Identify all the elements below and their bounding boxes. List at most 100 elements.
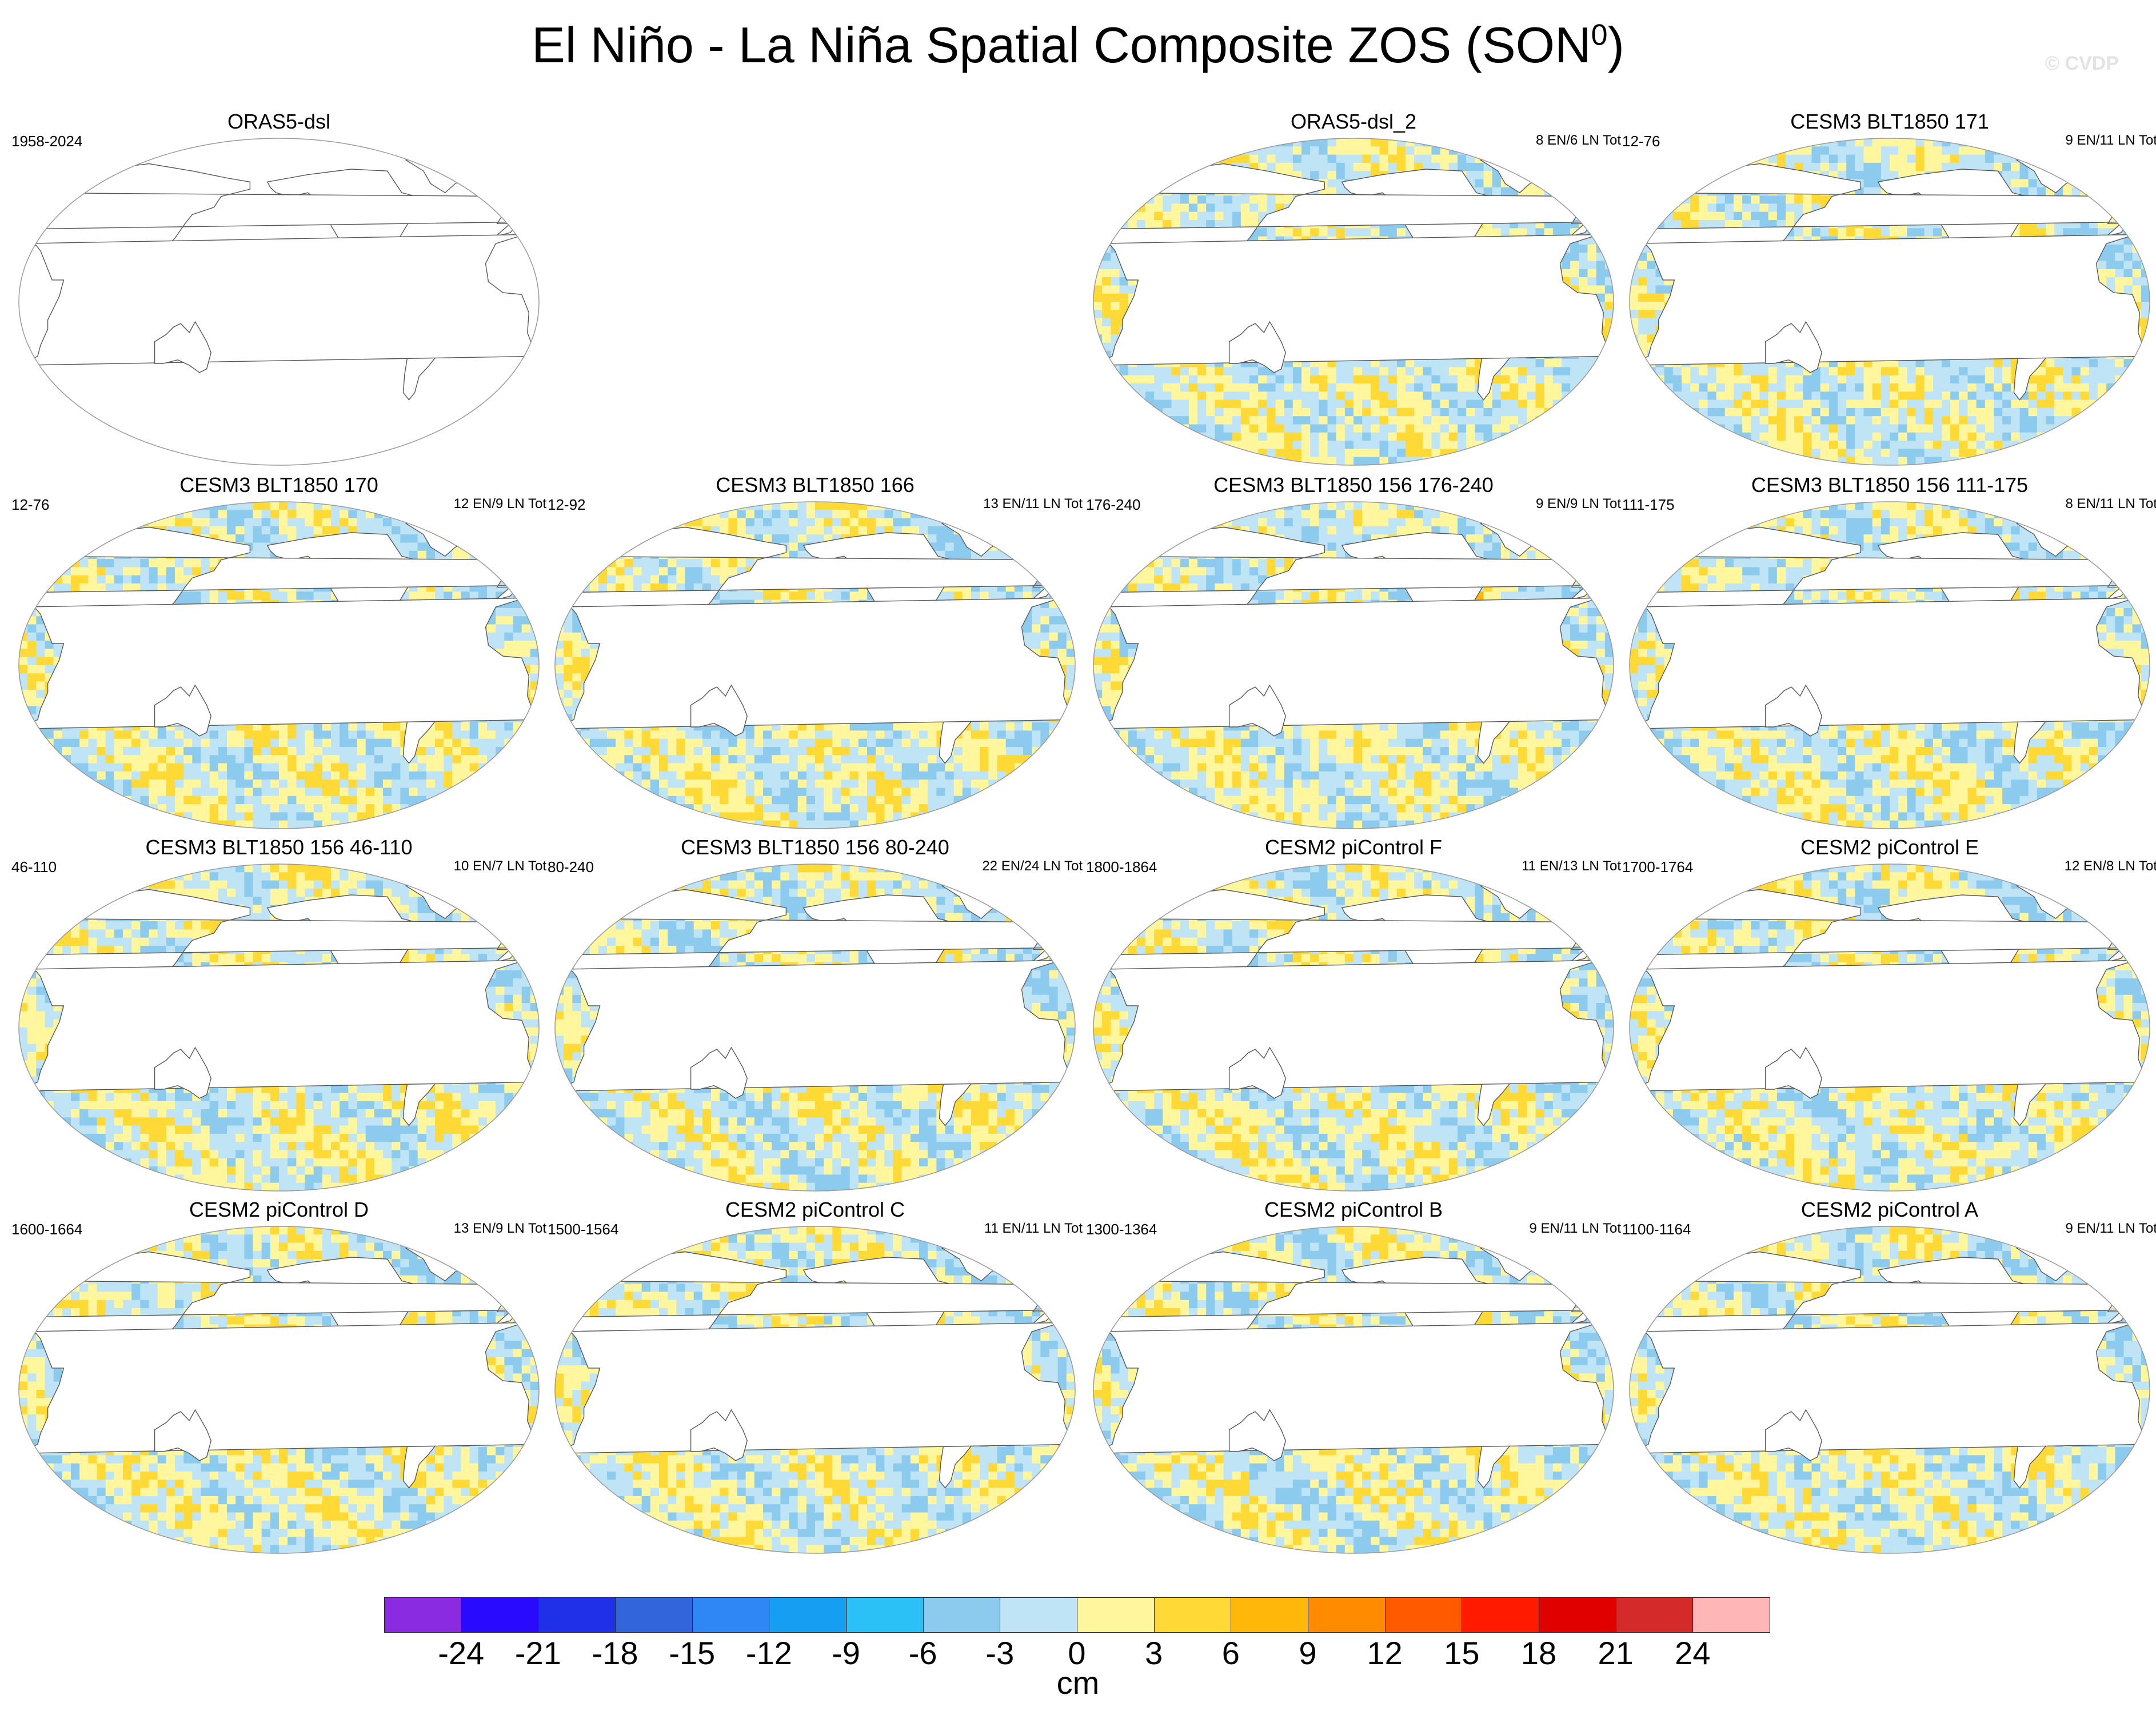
field-cell xyxy=(1950,424,1959,433)
field-cell xyxy=(253,518,262,527)
field-cell xyxy=(1967,399,1977,409)
field-cell xyxy=(1647,375,1656,384)
land-africa xyxy=(1093,234,1611,366)
field-cell xyxy=(2037,383,2046,392)
field-cell xyxy=(1647,457,1656,465)
field-cell xyxy=(1275,432,1285,441)
field-cell xyxy=(1724,399,1734,409)
field-cell xyxy=(1579,171,1588,180)
field-cell xyxy=(1093,367,1103,376)
field-cell xyxy=(1950,432,1959,441)
field-cell xyxy=(1362,359,1371,367)
field-cell xyxy=(1967,375,1977,384)
field-cell xyxy=(1354,162,1363,171)
field-cell xyxy=(2046,367,2055,376)
field-cell xyxy=(1803,138,1812,147)
field-cell xyxy=(1111,162,1120,171)
field-cell xyxy=(2080,416,2090,425)
field-cell xyxy=(1448,375,1458,384)
field-cell xyxy=(1284,457,1293,465)
field-cell xyxy=(348,510,358,519)
field-cell xyxy=(1527,228,1536,237)
field-cell xyxy=(1638,334,1647,343)
field-cell xyxy=(1985,154,1994,163)
field-cell xyxy=(1180,367,1189,376)
field-cell xyxy=(2019,424,2029,433)
field-cell xyxy=(1327,187,1337,196)
field-cell xyxy=(1950,375,1959,384)
field-cell xyxy=(1863,383,1873,392)
field-cell xyxy=(1466,138,1475,147)
field-cell xyxy=(1596,367,1606,376)
field-cell xyxy=(1751,432,1760,441)
field-cell xyxy=(1093,432,1103,441)
field-cell xyxy=(1102,244,1111,253)
field-cell xyxy=(1154,449,1163,458)
field-cell xyxy=(1863,146,1873,155)
field-cell xyxy=(1102,432,1111,441)
field-cell xyxy=(2106,253,2115,262)
field-cell xyxy=(1690,441,1699,449)
field-cell xyxy=(1527,359,1536,367)
field-cell xyxy=(19,518,28,527)
field-cell xyxy=(2115,457,2125,465)
field-cell xyxy=(1093,441,1103,449)
field-cell xyxy=(1275,441,1285,449)
field-cell xyxy=(1570,449,1579,458)
field-cell xyxy=(1431,457,1441,465)
field-cell xyxy=(227,502,236,510)
field-cell xyxy=(1500,424,1510,433)
field-cell xyxy=(2037,367,2046,376)
field-cell xyxy=(1292,441,1302,449)
field-cell xyxy=(1638,154,1647,163)
field-cell xyxy=(1119,171,1129,180)
field-cell xyxy=(1562,162,1571,171)
field-cell xyxy=(1128,154,1137,163)
field-cell xyxy=(1223,195,1233,204)
field-cell xyxy=(1759,220,1769,229)
field-cell xyxy=(1102,179,1111,188)
field-cell xyxy=(2115,211,2125,221)
field-cell xyxy=(1724,457,1734,465)
field-cell xyxy=(2141,302,2150,310)
field-cell xyxy=(1820,416,1830,425)
field-cell xyxy=(1562,407,1571,417)
field-cell xyxy=(1630,228,1639,237)
field-cell xyxy=(1638,432,1647,441)
field-cell xyxy=(1604,285,1614,294)
field-cell xyxy=(2019,432,2029,441)
field-cell xyxy=(1518,449,1527,458)
field-cell xyxy=(1976,424,1986,433)
field-cell xyxy=(1371,154,1380,163)
field-cell xyxy=(2002,416,2011,425)
field-cell xyxy=(1803,375,1812,384)
field-cell xyxy=(2132,162,2142,171)
field-cell xyxy=(2106,203,2115,213)
field-cell xyxy=(1197,211,1207,221)
field-cell xyxy=(1734,407,1743,417)
field-cell xyxy=(1872,179,1882,188)
field-cell xyxy=(1587,179,1597,188)
field-cell xyxy=(1344,449,1354,458)
field-cell xyxy=(1249,203,1259,213)
field-cell xyxy=(1440,449,1450,458)
field-cell xyxy=(2141,203,2150,213)
field-cell xyxy=(1396,359,1406,367)
field-cell xyxy=(1458,416,1467,425)
field-cell xyxy=(2141,179,2150,188)
field-cell xyxy=(2115,244,2125,253)
field-cell xyxy=(1240,383,1250,392)
field-cell xyxy=(1128,432,1137,441)
field-cell xyxy=(1414,416,1423,425)
field-cell xyxy=(1458,407,1467,417)
field-cell xyxy=(1249,457,1259,465)
field-cell xyxy=(1119,383,1129,392)
field-cell xyxy=(2002,359,2011,367)
field-cell xyxy=(1768,195,1778,204)
field-cell xyxy=(1093,375,1103,384)
field-cell xyxy=(45,510,54,519)
field-cell xyxy=(1898,407,1907,417)
field-cell xyxy=(1579,269,1588,278)
field-cell xyxy=(1994,162,2003,171)
field-cell xyxy=(444,510,453,519)
